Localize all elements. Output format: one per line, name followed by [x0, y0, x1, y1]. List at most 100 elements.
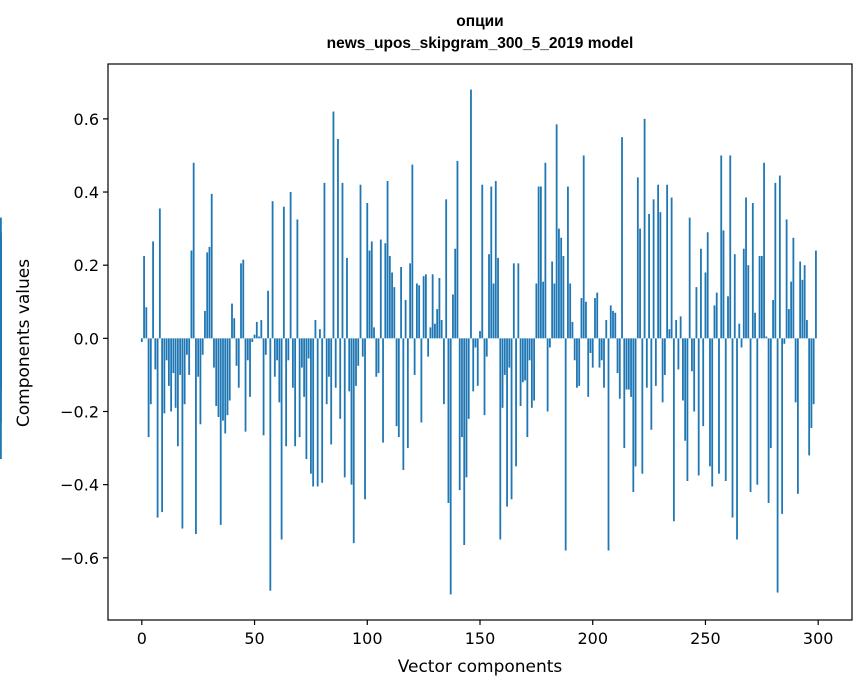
bar-146	[470, 89, 472, 339]
bar-138	[452, 294, 454, 339]
bar-142	[461, 338, 463, 438]
bar-69	[296, 219, 299, 339]
bar-167	[517, 263, 520, 339]
bar-190	[569, 283, 572, 339]
y-tick-label: 0.0	[74, 329, 99, 348]
bar-136	[447, 338, 450, 503]
bar-101	[368, 250, 371, 339]
bar-171	[526, 338, 529, 438]
bar-220	[636, 177, 639, 339]
bar-244	[691, 338, 693, 372]
bar-277	[765, 336, 768, 339]
bar-93	[350, 338, 353, 485]
bar-260	[727, 296, 729, 339]
bar-209	[612, 310, 614, 339]
bar-13	[170, 338, 173, 412]
bar-81	[323, 182, 326, 339]
bar-121	[413, 338, 416, 375]
bar-75	[310, 338, 312, 474]
bar-58	[271, 201, 274, 339]
bar-217	[630, 338, 632, 397]
bar-52	[258, 336, 260, 339]
bar-series	[0, 89, 817, 595]
bar-162	[506, 338, 508, 507]
bar-130	[434, 323, 436, 339]
bar-40	[231, 303, 233, 339]
bar-227	[652, 199, 655, 339]
bar-237	[675, 320, 678, 339]
bar-247	[697, 338, 700, 476]
bar-254	[713, 305, 716, 339]
bar-229	[657, 184, 660, 339]
bar-239	[679, 316, 682, 339]
bar-99	[364, 338, 366, 500]
bar-141	[458, 338, 461, 491]
bar-159	[499, 338, 502, 540]
bar-43	[237, 338, 240, 388]
bar-258	[722, 230, 725, 339]
bar-72	[303, 338, 306, 397]
bar-294	[803, 265, 806, 339]
bar-269	[747, 265, 750, 339]
y-tick-label: 0.4	[74, 183, 99, 202]
bar-156	[492, 283, 495, 339]
bar-243	[688, 217, 691, 339]
bar-78	[316, 338, 319, 487]
bar-undefined	[0, 320, 2, 339]
bar-137	[449, 338, 452, 595]
bar-125	[422, 276, 425, 339]
bar-273	[756, 338, 759, 485]
bar-89	[341, 182, 344, 339]
bar-95	[355, 338, 357, 386]
bar-290	[794, 338, 797, 403]
bar-256	[718, 338, 720, 474]
bar-85	[332, 111, 335, 339]
bar-291	[796, 338, 799, 494]
bar-181	[548, 338, 551, 348]
bar-206	[605, 320, 608, 339]
bar-154	[488, 254, 490, 339]
bar-295	[806, 320, 808, 339]
bar-68	[294, 338, 297, 447]
bar-202	[596, 292, 599, 339]
bar-5	[152, 241, 154, 339]
bar-112	[393, 287, 396, 339]
bar-73	[305, 338, 308, 460]
bar-216	[627, 338, 630, 390]
bar-27	[201, 338, 204, 355]
bar-113	[395, 338, 398, 427]
bar-255	[715, 292, 718, 339]
bar-12	[167, 338, 170, 386]
bar-279	[769, 338, 772, 449]
bar-189	[567, 186, 569, 339]
x-tick-label: 150	[465, 629, 496, 648]
bar-183	[553, 283, 556, 339]
x-axis-label: Vector components	[397, 657, 563, 677]
bar-90	[343, 338, 346, 478]
bar-84	[330, 338, 333, 445]
bar-151	[481, 184, 484, 339]
bar-16	[176, 338, 179, 447]
bar-92	[348, 338, 351, 392]
bar-194	[578, 338, 581, 386]
bar-139	[454, 248, 457, 339]
bar-226	[650, 338, 653, 430]
bar-127	[427, 338, 430, 357]
bar-266	[740, 338, 743, 348]
bar-259	[724, 338, 727, 481]
bar-128	[429, 327, 432, 339]
bar-225	[648, 213, 650, 339]
x-axis-ticks: 0 50 100 150 200 250 300	[137, 620, 833, 648]
bar-134	[443, 338, 445, 405]
bar-246	[695, 287, 698, 339]
bar-102	[370, 241, 373, 339]
bar-42	[235, 338, 238, 366]
bar-286	[785, 219, 788, 339]
bar-219	[634, 338, 637, 467]
bar-61	[278, 338, 281, 403]
bar-129	[431, 274, 434, 339]
bar-107	[382, 338, 384, 443]
bar-148	[474, 338, 477, 348]
bar-51	[255, 321, 258, 339]
